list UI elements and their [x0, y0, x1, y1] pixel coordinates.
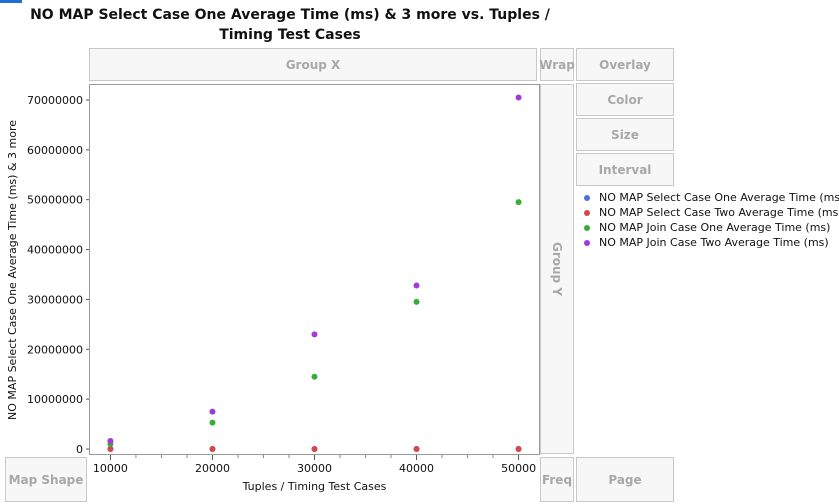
group-x-zone[interactable]: Group X	[89, 48, 537, 81]
point-s4-0[interactable]	[107, 438, 114, 445]
y-axis-label: NO MAP Select Case One Average Time (ms)…	[5, 120, 19, 420]
plot-area[interactable]	[89, 84, 540, 455]
size-zone[interactable]: Size	[576, 118, 674, 151]
overlay-zone[interactable]: Overlay	[576, 48, 674, 81]
legend-label-1: NO MAP Select Case One Average Time (ms)	[599, 191, 839, 204]
y-tick-label-6: 60000000	[27, 144, 83, 157]
map-shape-zone[interactable]: Map Shape	[5, 457, 87, 502]
point-s2-2[interactable]	[311, 445, 318, 452]
group-y-zone[interactable]: Group Y	[540, 84, 574, 454]
legend-marker-2	[584, 209, 590, 216]
legend-marker-3	[584, 224, 590, 231]
title-tab	[0, 0, 22, 3]
legend-item-3[interactable]: NO MAP Join Case One Average Time (ms)	[584, 220, 839, 235]
x-tick-label-4: 50000	[501, 462, 536, 475]
x-tick-label-0: 10000	[93, 462, 128, 475]
page-zone[interactable]: Page	[576, 457, 674, 502]
point-s4-1[interactable]	[209, 408, 216, 415]
y-tick-label-5: 50000000	[27, 194, 83, 207]
y-tick-label-0: 0	[76, 443, 83, 456]
x-axis-label: Tuples / Timing Test Cases	[242, 480, 387, 493]
legend-item-1[interactable]: NO MAP Select Case One Average Time (ms)	[584, 190, 839, 205]
point-s3-1[interactable]	[209, 419, 216, 426]
y-tick-label-3: 30000000	[27, 293, 83, 306]
x-axis: 10000 20000 30000 40000 50000	[93, 455, 536, 475]
freq-zone[interactable]: Freq	[540, 457, 574, 502]
y-tick-label-4: 40000000	[27, 244, 83, 257]
wrap-zone[interactable]: Wrap	[539, 48, 575, 81]
point-s3-2[interactable]	[311, 373, 318, 380]
x-tick-label-2: 30000	[297, 462, 332, 475]
x-tick-label-1: 20000	[195, 462, 230, 475]
legend-label-2: NO MAP Select Case Two Average Time (ms)	[599, 206, 839, 219]
chart-title: NO MAP Select Case One Average Time (ms)…	[30, 7, 550, 43]
point-s3-3[interactable]	[413, 298, 420, 305]
data-points	[107, 94, 522, 453]
point-s2-0[interactable]	[107, 446, 114, 453]
y-tick-label-1: 10000000	[27, 393, 83, 406]
point-s3-4[interactable]	[515, 199, 522, 206]
legend: NO MAP Select Case One Average Time (ms)…	[584, 190, 839, 250]
point-s2-3[interactable]	[413, 445, 420, 452]
legend-label-4: NO MAP Join Case Two Average Time (ms)	[599, 236, 829, 249]
point-s4-4[interactable]	[515, 94, 522, 101]
y-axis: 0 10000000 20000000 30000000 40000000 5000000…	[27, 94, 89, 456]
point-s2-1[interactable]	[209, 446, 216, 453]
point-s4-2[interactable]	[311, 331, 318, 338]
legend-marker-1	[584, 194, 590, 201]
point-s4-3[interactable]	[413, 282, 420, 289]
y-tick-label-7: 70000000	[27, 94, 83, 107]
x-tick-label-3: 40000	[399, 462, 434, 475]
legend-item-2[interactable]: NO MAP Select Case Two Average Time (ms)	[584, 205, 839, 220]
color-zone[interactable]: Color	[576, 83, 674, 116]
legend-marker-4	[584, 239, 590, 246]
legend-label-3: NO MAP Join Case One Average Time (ms)	[599, 221, 831, 234]
y-tick-label-2: 20000000	[27, 343, 83, 356]
point-s2-4[interactable]	[515, 445, 522, 452]
interval-zone[interactable]: Interval	[576, 153, 674, 186]
legend-item-4[interactable]: NO MAP Join Case Two Average Time (ms)	[584, 235, 839, 250]
y-axis-label-wrap: NO MAP Select Case One Average Time (ms)…	[2, 95, 22, 445]
